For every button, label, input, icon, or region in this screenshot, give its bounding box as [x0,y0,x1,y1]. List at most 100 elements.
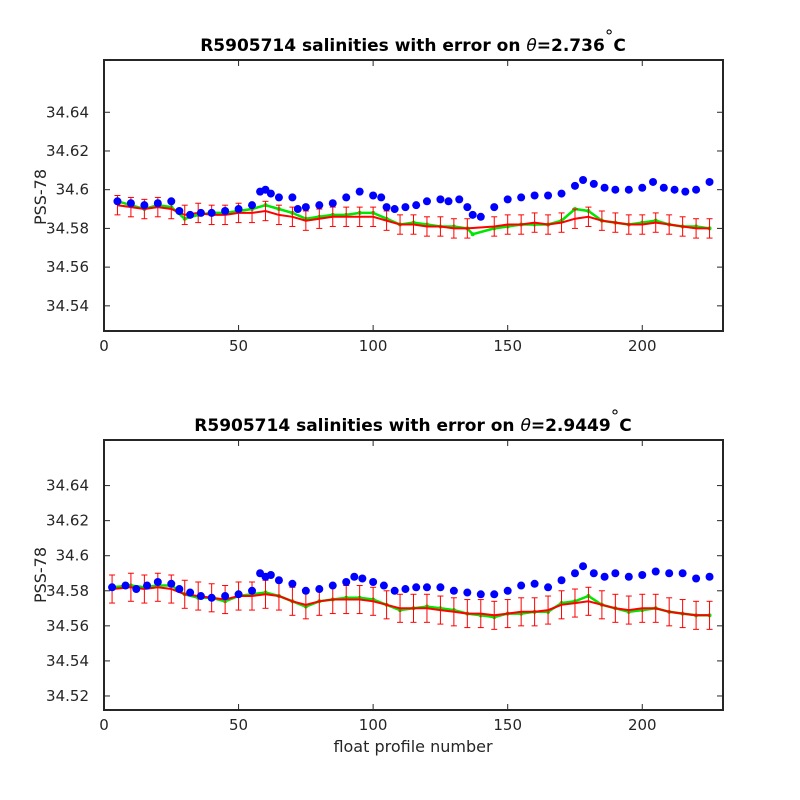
blue-series-point [517,193,526,202]
blue-series-point [390,586,399,595]
y-tick-label: 34.6 [56,181,89,199]
blue-series-point [638,183,647,192]
blue-series-point [358,574,367,583]
top-plot-area: 0 50 100 150 200 34.54 34.56 34.58 34.6 34.62 34.6… [46,59,724,355]
blue-series-point [167,579,176,588]
blue-series-point [463,203,472,212]
blue-series-point [490,590,499,599]
blue-series-point [659,183,668,192]
blue-series-point [175,585,184,594]
blue-series-point [288,579,297,588]
y-tick-label: 34.58 [46,582,89,600]
blue-series-point [328,199,337,208]
bottom-y-axis-label: PSS-78 [31,547,50,603]
blue-series-point [196,592,205,601]
blue-series-point [221,592,230,601]
blue-series-point [579,176,588,185]
blue-series-point [288,193,297,202]
blue-series-point [579,562,588,571]
x-tick-label: 100 [359,337,388,355]
blue-series-point [108,583,117,592]
blue-series-point [651,567,660,576]
top-y-axis-label: PSS-78 [31,169,50,225]
blue-series-point [600,572,609,581]
blue-series-point [638,571,647,579]
blue-series-point [126,199,135,208]
blue-series-point [589,179,598,188]
blue-series-point [390,205,399,214]
blue-series-point [301,203,310,212]
x-tick-label: 200 [628,337,657,355]
blue-series-point [293,205,302,214]
blue-series-point [436,195,445,204]
blue-series-point [649,177,658,186]
blue-series-point [121,581,130,590]
blue-series-point [436,583,445,592]
blue-series-point [600,183,609,192]
blue-series-point [234,205,243,214]
x-tick-label: 150 [493,337,522,355]
x-tick-label: 200 [628,716,657,734]
blue-series-point [369,191,378,200]
blue-series-point [570,181,579,190]
blue-series-point [412,201,421,210]
blue-series-point [692,574,701,583]
blue-series-point [422,583,431,592]
bottom-panel: R5905714 salinities with error on θ=2.94… [31,407,724,756]
blue-series-point [401,585,410,594]
blue-series-point [266,571,275,579]
blue-series-point [665,569,674,578]
blue-series-point [544,191,553,200]
top-chart-title: R5905714 salinities with error on θ=2.73… [200,27,626,56]
blue-series-point [422,197,431,206]
blue-series-point [705,177,714,186]
blue-series-point [186,210,195,219]
blue-series-point [444,197,453,206]
blue-series-point [503,586,512,595]
blue-series-point [449,586,458,595]
blue-series-point [153,199,162,208]
blue-series-point [705,572,714,581]
x-tick-label: 100 [359,716,388,734]
blue-series-point [315,585,324,594]
x-tick-label: 150 [493,716,522,734]
blue-series-point [589,569,598,578]
x-tick-label: 50 [229,716,248,734]
y-tick-label: 34.54 [46,652,89,670]
blue-series-point [611,185,620,194]
blue-series-point [557,576,566,585]
blue-series-point [140,201,149,210]
blue-series-point [186,588,195,597]
blue-series-point [570,569,579,578]
blue-series-point [624,572,633,581]
blue-series-point [670,185,679,194]
blue-series-point [196,208,205,217]
blue-series-point [530,579,539,588]
y-tick-label: 34.64 [46,477,89,495]
blue-series-point [355,187,364,196]
x-tick-label: 0 [99,337,109,355]
blue-series-point [692,185,701,194]
blue-series-point [167,197,176,206]
blue-series-point [342,578,351,587]
blue-series-point [624,185,633,194]
blue-series-point [248,586,257,595]
red-series-line [112,586,710,617]
blue-series-point [315,201,324,210]
y-tick-label: 34.54 [46,297,89,315]
axes-box [103,439,724,711]
blue-series-point [143,581,152,590]
blue-series-point [476,590,485,599]
blue-series-point [468,210,477,219]
blue-series-point [681,187,690,196]
blue-series-point [328,581,337,590]
x-tick-label: 50 [229,337,248,355]
y-tick-label: 34.64 [46,103,89,121]
blue-series-point [611,569,620,578]
top-panel: R5905714 salinities with error on θ=2.73… [31,27,724,355]
blue-series-point [377,193,386,202]
y-tick-label: 34.52 [46,687,89,705]
bottom-chart-title: R5905714 salinities with error on θ=2.94… [194,407,631,436]
blue-series-point [132,585,141,594]
